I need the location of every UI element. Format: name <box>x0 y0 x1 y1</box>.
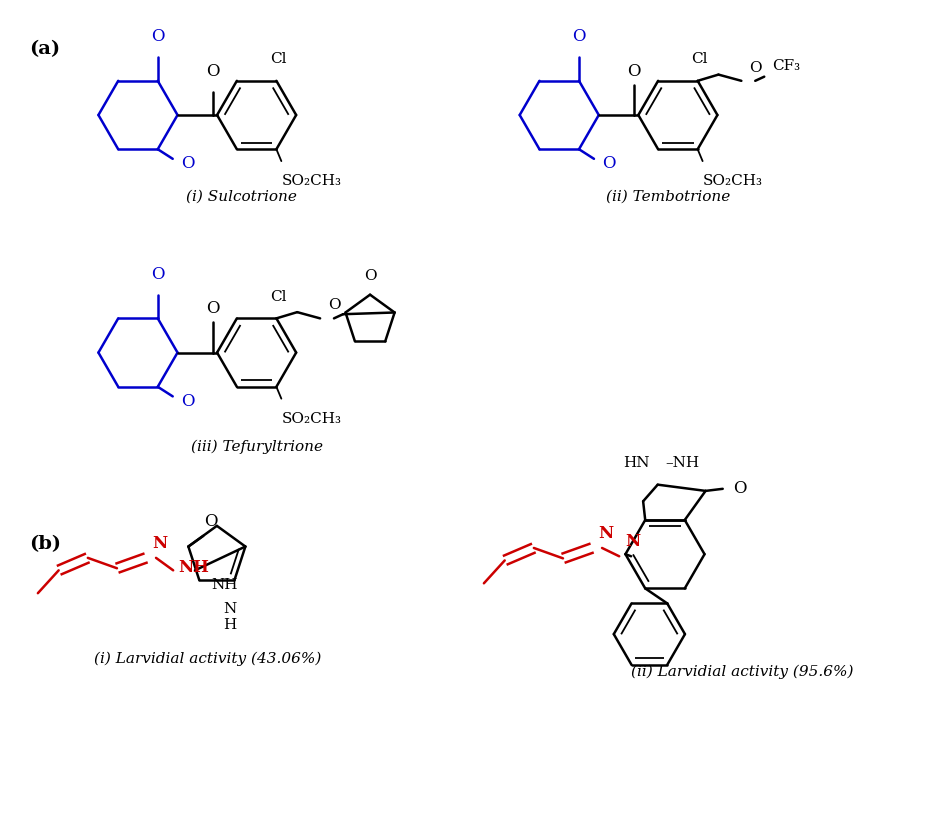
Text: O: O <box>180 155 194 172</box>
Text: O: O <box>204 513 218 530</box>
Text: HN: HN <box>623 456 649 470</box>
Text: (iii) Tefuryltrione: (iii) Tefuryltrione <box>191 440 322 454</box>
Text: Cl: Cl <box>270 289 286 304</box>
Text: Cl: Cl <box>270 52 286 66</box>
Text: O: O <box>151 29 164 46</box>
Text: (a): (a) <box>29 40 60 58</box>
Text: H: H <box>223 618 236 632</box>
Text: O: O <box>749 61 761 75</box>
Text: NH: NH <box>211 578 237 592</box>
Text: N: N <box>625 534 640 551</box>
Text: O: O <box>328 298 340 312</box>
Text: O: O <box>206 63 219 80</box>
Text: O: O <box>572 29 585 46</box>
Text: (b): (b) <box>29 534 60 552</box>
Text: Cl: Cl <box>691 52 707 66</box>
Text: NH: NH <box>177 559 209 576</box>
Text: –NH: –NH <box>665 456 699 470</box>
Text: SO₂CH₃: SO₂CH₃ <box>281 412 341 426</box>
Text: SO₂CH₃: SO₂CH₃ <box>281 174 341 188</box>
Text: (ii) Larvidial activity (95.6%): (ii) Larvidial activity (95.6%) <box>631 664 853 679</box>
Text: SO₂CH₃: SO₂CH₃ <box>701 174 762 188</box>
Text: O: O <box>180 393 194 410</box>
Text: N: N <box>152 535 167 552</box>
Text: O: O <box>601 155 615 172</box>
Text: O: O <box>206 300 219 317</box>
Text: (i) Larvidial activity (43.06%): (i) Larvidial activity (43.06%) <box>93 651 321 666</box>
Text: (i) Sulcotrione: (i) Sulcotrione <box>186 190 296 203</box>
Text: N: N <box>598 525 613 542</box>
Text: O: O <box>151 266 164 283</box>
Text: O: O <box>363 269 376 283</box>
Text: O: O <box>627 63 640 80</box>
Text: O: O <box>732 480 746 498</box>
Text: CF₃: CF₃ <box>771 59 800 73</box>
Text: (ii) Tembotrione: (ii) Tembotrione <box>605 190 730 203</box>
Text: N: N <box>223 602 236 616</box>
